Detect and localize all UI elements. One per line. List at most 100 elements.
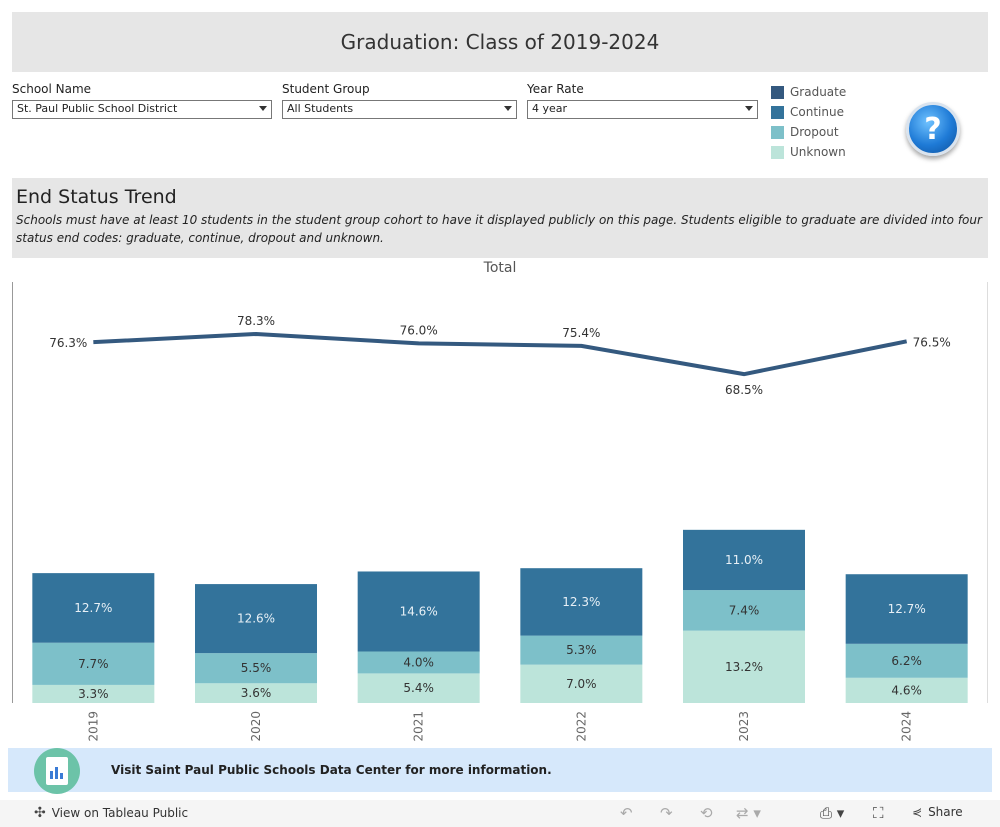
page-title: Graduation: Class of 2019-2024 xyxy=(340,30,660,54)
school-name-dropdown[interactable]: St. Paul Public School District xyxy=(12,100,272,119)
section-header: End Status Trend Schools must have at le… xyxy=(12,178,988,258)
revert-icon[interactable]: ⟲ xyxy=(700,804,713,822)
data-label-unknown-2021: 5.4% xyxy=(403,681,434,695)
x-tick-label-2019: 2019 xyxy=(86,711,100,742)
data-label-continue-2024: 12.7% xyxy=(888,602,926,616)
bar-dropout-2021 xyxy=(357,651,480,674)
bar-dropout-2022 xyxy=(520,635,643,665)
data-label-graduate-2021: 76.0% xyxy=(400,323,438,337)
section-note: Schools must have at least 10 students i… xyxy=(16,213,982,245)
legend-swatch xyxy=(771,105,784,119)
bar-unknown-2023 xyxy=(683,630,805,703)
data-label-unknown-2024: 4.6% xyxy=(891,683,922,697)
chevron-down-icon xyxy=(745,106,753,111)
bar-unknown-2024 xyxy=(845,677,968,703)
legend-label: Dropout xyxy=(790,125,839,139)
bar-unknown-2022 xyxy=(520,664,643,703)
undo-icon[interactable]: ↶ xyxy=(620,804,633,822)
chevron-down-icon xyxy=(504,106,512,111)
refresh-icon[interactable]: ⇄ ▾ xyxy=(736,804,761,822)
data-label-continue-2022: 12.3% xyxy=(562,595,600,609)
graduate-line xyxy=(93,331,908,377)
bar-dropout-2019 xyxy=(32,642,155,685)
data-label-dropout-2019: 7.7% xyxy=(78,657,109,671)
data-label-dropout-2024: 6.2% xyxy=(891,654,922,668)
tableau-icon: ✣ xyxy=(34,805,46,821)
x-tick-label-2024: 2024 xyxy=(900,711,914,742)
data-label-continue-2020: 12.6% xyxy=(237,612,275,626)
x-tick-label-2022: 2022 xyxy=(574,711,588,742)
data-label-continue-2019: 12.7% xyxy=(74,601,112,615)
bar-continue-2021 xyxy=(357,571,480,652)
bar-continue-2019 xyxy=(32,573,155,643)
section-heading: End Status Trend xyxy=(16,186,177,208)
legend-item-unknown[interactable]: Unknown xyxy=(771,142,846,162)
x-tick-label-2021: 2021 xyxy=(412,711,426,742)
legend-item-dropout[interactable]: Dropout xyxy=(771,122,846,142)
data-label-graduate-2022: 75.4% xyxy=(562,326,600,340)
legend-label: Unknown xyxy=(790,145,846,159)
share-icon: ⋞ xyxy=(912,805,923,819)
fullscreen-icon[interactable]: ⛶ xyxy=(873,804,884,822)
bar-continue-2020 xyxy=(195,584,317,654)
x-tick-label-2020: 2020 xyxy=(249,711,263,742)
data-label-graduate-2019: 76.3% xyxy=(49,336,87,350)
bar-continue-2022 xyxy=(520,568,643,636)
legend-item-continue[interactable]: Continue xyxy=(771,102,846,122)
data-label-continue-2021: 14.6% xyxy=(400,604,438,618)
bar-continue-2024 xyxy=(845,574,968,644)
filter-year-rate: Year Rate 4 year xyxy=(527,82,758,119)
dropdown-value: All Students xyxy=(287,102,354,115)
question-mark-icon: ? xyxy=(924,111,942,147)
data-label-dropout-2022: 5.3% xyxy=(566,643,597,657)
year-rate-dropdown[interactable]: 4 year xyxy=(527,100,758,119)
bar-unknown-2020 xyxy=(195,683,317,703)
legend-item-graduate[interactable]: Graduate xyxy=(771,82,846,102)
bar-unknown-2019 xyxy=(32,684,155,703)
data-label-graduate-2023: 68.5% xyxy=(725,383,763,397)
help-button[interactable]: ? xyxy=(906,102,960,156)
legend-swatch xyxy=(771,145,784,159)
filter-label: Student Group xyxy=(282,82,370,96)
dropdown-value: St. Paul Public School District xyxy=(17,102,178,115)
footer-banner[interactable]: Visit Saint Paul Public Schools Data Cen… xyxy=(8,748,992,794)
bar-dropout-2023 xyxy=(683,590,805,631)
data-label-dropout-2021: 4.0% xyxy=(403,655,434,669)
chart-title: Total xyxy=(483,260,517,276)
bar-dropout-2020 xyxy=(195,653,317,684)
download-icon[interactable]: ⎙ ▾ xyxy=(820,804,845,822)
filter-label: Year Rate xyxy=(527,82,584,96)
data-label-continue-2023: 11.0% xyxy=(725,553,763,567)
data-label-graduate-2024: 76.5% xyxy=(913,335,951,349)
data-label-dropout-2020: 5.5% xyxy=(241,661,272,675)
share-button[interactable]: ⋞ Share xyxy=(912,805,963,819)
redo-icon[interactable]: ↷ xyxy=(660,804,673,822)
filter-label: School Name xyxy=(12,82,92,96)
dropdown-value: 4 year xyxy=(532,102,568,115)
x-tick-label-2023: 2023 xyxy=(737,711,751,742)
legend-swatch xyxy=(771,85,784,99)
share-label: Share xyxy=(928,805,963,819)
chevron-down-icon xyxy=(259,106,267,111)
bar-dropout-2024 xyxy=(845,643,968,678)
filter-school-name: School Name St. Paul Public School Distr… xyxy=(12,82,272,119)
data-label-unknown-2020: 3.6% xyxy=(241,686,272,700)
data-label-unknown-2023: 13.2% xyxy=(725,660,763,674)
title-bar: Graduation: Class of 2019-2024 xyxy=(12,12,988,72)
toolbar: ✣ View on Tableau Public ↶ ↷ ⟲ ⇄ ▾ ⎙ ▾ ⛶… xyxy=(0,800,1000,827)
legend-label: Graduate xyxy=(790,85,847,99)
view-on-tableau-button[interactable]: ✣ View on Tableau Public xyxy=(34,805,188,821)
bar-unknown-2021 xyxy=(357,673,480,703)
data-center-logo-icon xyxy=(34,748,80,794)
data-label-dropout-2023: 7.4% xyxy=(729,603,760,617)
data-label-unknown-2019: 3.3% xyxy=(78,687,109,701)
filter-student-group: Student Group All Students xyxy=(282,82,517,119)
legend-label: Continue xyxy=(790,105,844,119)
student-group-dropdown[interactable]: All Students xyxy=(282,100,517,119)
footer-link-text[interactable]: Visit Saint Paul Public Schools Data Cen… xyxy=(111,763,552,777)
legend: Graduate Continue Dropout Unknown xyxy=(771,82,846,162)
end-status-chart: 3.3% 7.7% 12.7% 2019 3.6% 5.5% 12.6% 2020 5.4% 4.… xyxy=(12,282,988,742)
data-label-graduate-2020: 78.3% xyxy=(237,314,275,328)
data-label-unknown-2022: 7.0% xyxy=(566,677,597,691)
